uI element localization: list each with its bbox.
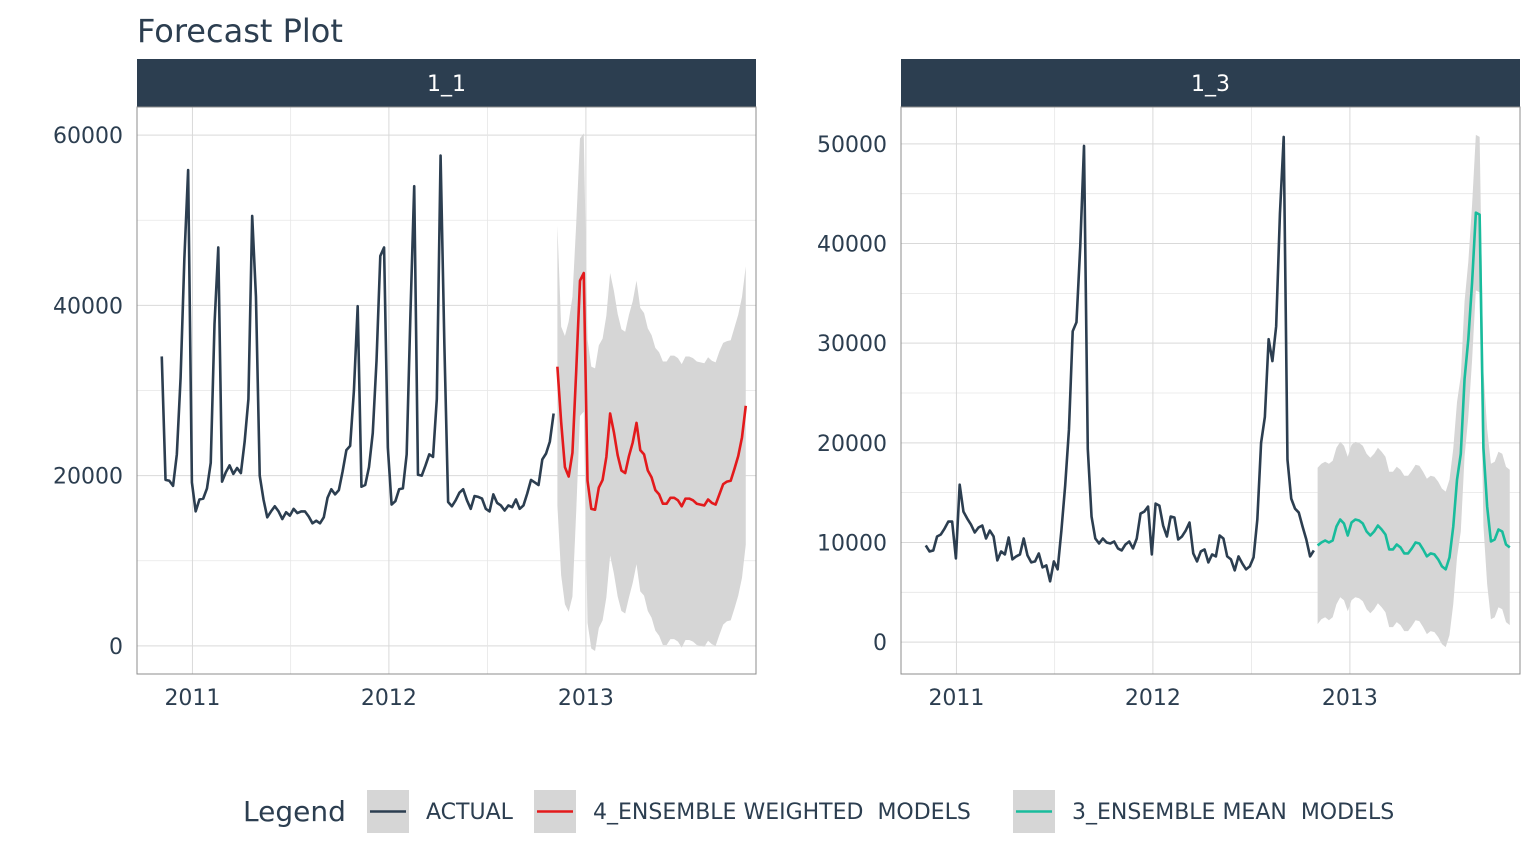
confidence-ribbon [1317,134,1510,648]
actual-series-line [924,135,1315,583]
facet-strip [137,59,756,107]
legend-item-actual: ACTUAL [367,790,514,833]
legend-label-mean: 3_ENSEMBLE MEAN MODELS [1072,800,1394,825]
x-tick-label: 2013 [558,686,614,711]
x-tick-label: 2012 [361,686,417,711]
y-tick-label: 0 [109,635,123,660]
chart-title: Forecast Plot [137,12,343,50]
y-tick-label: 40000 [53,294,123,319]
y-tick-label: 60000 [53,124,123,149]
x-tick-label: 2013 [1322,686,1378,711]
panel-border [136,106,757,675]
y-tick-label: 0 [873,631,887,656]
actual-series-line [160,154,555,525]
x-tick-label: 2011 [164,686,220,711]
confidence-ribbon [557,133,746,652]
legend-item-mean: 3_ENSEMBLE MEAN MODELS [1013,790,1394,833]
panel-1-1: 1_1 0 20000 40000 60000 2011 2012 2013 [53,59,757,711]
mean-ensemble-line [1316,211,1511,571]
legend-label-actual: ACTUAL [426,800,514,825]
y-tick-label: 10000 [817,531,887,556]
legend: Legend ACTUAL 4_ENSEMBLE WEIGHTED MODELS… [243,790,1394,833]
x-tick-label: 2012 [1125,686,1181,711]
facet-strip [901,59,1520,107]
y-tick-label: 40000 [817,233,887,258]
y-tick-label: 50000 [817,133,887,158]
legend-item-weighted: 4_ENSEMBLE WEIGHTED MODELS [534,790,971,833]
panel-border [900,106,1521,675]
weighted-ensemble-line [556,271,748,511]
facet-strip-label: 1_1 [427,72,466,97]
legend-label-weighted: 4_ENSEMBLE WEIGHTED MODELS [593,800,971,825]
y-tick-label: 30000 [817,332,887,357]
legend-title: Legend [243,795,346,828]
panel-1-3: 1_3 0 10000 20000 30000 40000 50000 2011 2012 201… [817,59,1521,711]
facet-strip-label: 1_3 [1191,72,1230,97]
y-tick-label: 20000 [817,432,887,457]
x-tick-label: 2011 [928,686,984,711]
y-tick-label: 20000 [53,465,123,490]
